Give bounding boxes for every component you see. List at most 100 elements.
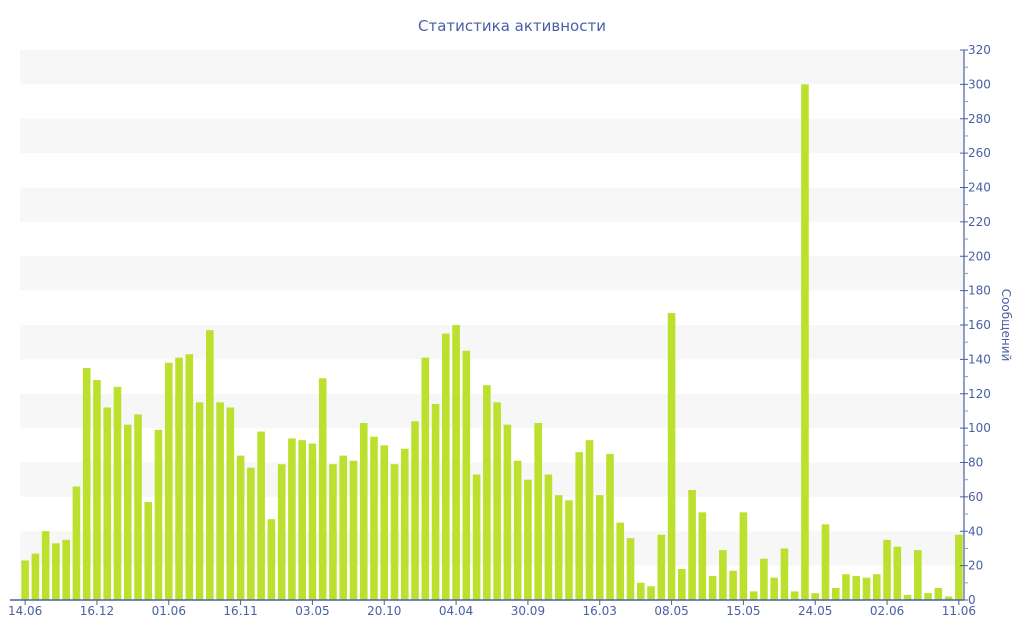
- bar: [524, 479, 532, 600]
- bar: [82, 367, 91, 600]
- bar: [606, 453, 614, 600]
- bar: [760, 558, 768, 600]
- bar: [421, 357, 430, 600]
- bar: [534, 422, 542, 600]
- bar: [483, 385, 491, 600]
- bar: [811, 593, 820, 600]
- bar: [842, 574, 850, 600]
- bar: [380, 445, 389, 600]
- x-tick-label: 02.06: [870, 604, 904, 618]
- bar: [821, 524, 830, 600]
- y-tick-label: 80: [968, 456, 983, 470]
- bar: [226, 407, 235, 600]
- y-tick-label: 140: [968, 352, 991, 366]
- y-tick-label: 220: [968, 215, 991, 229]
- bar: [298, 440, 306, 600]
- bar: [513, 460, 522, 600]
- grid-band: [20, 256, 964, 291]
- bar: [626, 538, 635, 600]
- bar: [400, 448, 409, 600]
- bar: [616, 522, 625, 600]
- bar: [934, 587, 943, 600]
- x-tick-label: 16.11: [223, 604, 257, 618]
- x-tick-label: 14.06: [8, 604, 42, 618]
- bar: [144, 502, 153, 600]
- bar: [749, 591, 758, 600]
- bar: [431, 404, 440, 600]
- bar: [318, 378, 327, 600]
- bar: [729, 570, 737, 600]
- x-axis: 14.06 16.12 01.06 16.11 03.05 20.10 04.04 30.09…: [8, 599, 976, 618]
- x-tick-label: 01.06: [152, 604, 186, 618]
- bar: [554, 495, 563, 600]
- bar: [801, 84, 809, 600]
- bar: [667, 312, 676, 600]
- bar: [72, 486, 81, 600]
- bar: [185, 354, 194, 600]
- y-tick-label: 200: [968, 249, 991, 263]
- bar: [544, 474, 553, 600]
- bar: [93, 380, 101, 600]
- bar: [503, 424, 512, 600]
- x-tick-label: 11.06: [942, 604, 976, 618]
- bar: [349, 460, 358, 600]
- bar: [462, 350, 471, 600]
- y-tick-label: 100: [968, 421, 991, 435]
- bar: [154, 429, 163, 600]
- y-tick-label: 280: [968, 112, 991, 126]
- bar: [585, 440, 594, 600]
- bar: [103, 407, 112, 600]
- bar: [780, 548, 789, 600]
- bar: [52, 543, 60, 600]
- x-tick-label: 24.05: [798, 604, 832, 618]
- bar: [123, 424, 132, 600]
- bar: [359, 422, 368, 600]
- bar: [452, 325, 460, 600]
- bar: [247, 467, 255, 600]
- bar: [493, 402, 501, 600]
- bar: [175, 357, 183, 600]
- grid-band: [20, 50, 964, 85]
- y-tick-label: 320: [968, 43, 991, 57]
- bar: [31, 553, 40, 600]
- x-tick-label: 30.09: [511, 604, 545, 618]
- bars: [21, 84, 963, 600]
- bar: [390, 464, 399, 600]
- bar: [339, 455, 348, 600]
- grid-band: [20, 393, 964, 429]
- y-tick-label: 120: [968, 387, 991, 401]
- bar: [195, 402, 204, 600]
- chart-title: Статистика активности: [418, 17, 606, 35]
- x-tick-label: 08.05: [654, 604, 688, 618]
- bar: [472, 474, 481, 600]
- bar: [739, 512, 748, 600]
- bar: [914, 550, 922, 600]
- bar: [370, 436, 378, 600]
- bar: [442, 333, 450, 600]
- y-axis: 0 20 40 60 80 100 120 140 160 180 200 220 240 260 280 3…: [960, 43, 991, 607]
- y-tick-label: 260: [968, 146, 991, 160]
- x-tick-label: 04.04: [439, 604, 473, 618]
- y-tick-label: 60: [968, 490, 983, 504]
- bar: [657, 534, 666, 600]
- bar: [698, 512, 707, 600]
- bar: [329, 464, 337, 600]
- bar: [872, 574, 881, 600]
- y-tick-label: 300: [968, 77, 991, 91]
- bar: [770, 577, 778, 600]
- bar: [831, 587, 840, 600]
- bar: [893, 546, 902, 600]
- bar: [134, 414, 142, 600]
- bar: [903, 594, 912, 600]
- y-tick-label: 180: [968, 284, 991, 298]
- x-tick-label: 16.03: [583, 604, 617, 618]
- grid-band: [20, 187, 964, 222]
- bar: [411, 421, 419, 600]
- bar: [862, 577, 871, 600]
- y-tick-label: 240: [968, 181, 991, 195]
- bar: [257, 431, 265, 600]
- y-tick-label: 20: [968, 559, 983, 573]
- bar: [883, 539, 891, 600]
- y-tick-label: 160: [968, 318, 991, 332]
